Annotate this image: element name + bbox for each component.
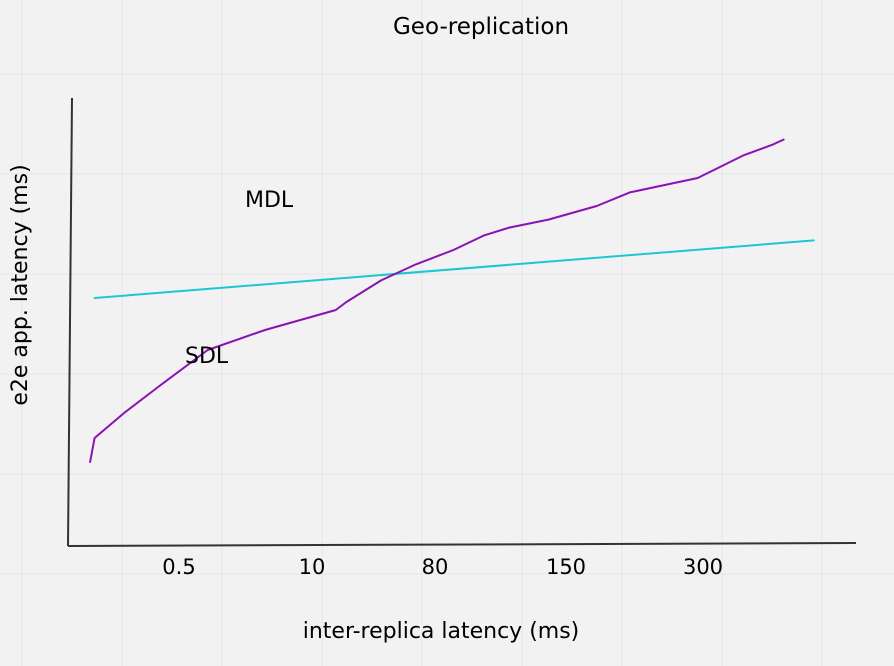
- x-tick-label: 80: [422, 555, 449, 579]
- x-tick-label: 0.5: [162, 555, 195, 579]
- chart-title: Geo-replication: [393, 14, 569, 40]
- x-tick-labels: 0.5 10 80 150 300: [162, 555, 723, 579]
- series-group: [89, 138, 815, 463]
- x-axis-line: [67, 542, 857, 547]
- y-axis-label: e2e app. latency (ms): [8, 164, 33, 405]
- series-label-sdl: SDL: [185, 344, 229, 369]
- series-label-mdl: MDL: [245, 188, 294, 213]
- y-axis-line: [67, 97, 73, 547]
- x-tick-label: 10: [299, 555, 326, 579]
- series-line-mdl: [93, 239, 815, 299]
- axes: [67, 97, 857, 547]
- x-tick-label: 300: [683, 555, 723, 579]
- x-tick-label: 150: [546, 555, 586, 579]
- x-axis-label: inter-replica latency (ms): [303, 619, 580, 644]
- series-line-sdl: [89, 138, 785, 463]
